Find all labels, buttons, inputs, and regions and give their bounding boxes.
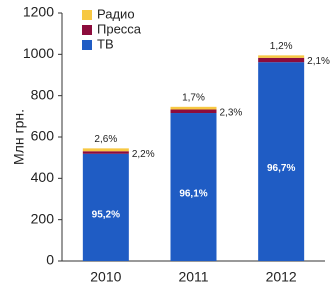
legend-label: Пресса — [97, 21, 142, 36]
y-tick-label: 600 — [31, 128, 55, 144]
legend-label: ТВ — [97, 36, 114, 51]
value-label: 2,3% — [220, 107, 243, 118]
bar-segment — [258, 62, 305, 261]
value-label: 2,6% — [94, 134, 117, 145]
legend-swatch — [82, 40, 92, 50]
y-tick-label: 1200 — [23, 4, 54, 20]
bar-segment — [82, 153, 129, 261]
x-tick-label: 2011 — [178, 269, 208, 285]
legend-swatch — [82, 25, 92, 35]
legend-label: Радио — [97, 6, 135, 21]
bar-segment — [82, 148, 129, 152]
value-label: 2,1% — [307, 56, 330, 67]
value-label: 1,7% — [182, 92, 205, 103]
bar-segment — [258, 55, 305, 58]
x-tick-label: 2012 — [266, 269, 297, 285]
legend-swatch — [82, 10, 92, 20]
y-tick-label: 200 — [31, 210, 55, 226]
y-tick-label: 0 — [46, 252, 54, 268]
bar-segment — [258, 57, 305, 63]
y-tick-label: 800 — [31, 86, 55, 102]
bar-segment — [170, 106, 217, 110]
x-tick-label: 2010 — [90, 269, 121, 285]
y-tick-label: 400 — [31, 169, 55, 185]
y-axis-label: Млн грн. — [11, 109, 27, 165]
value-label: 1,2% — [270, 41, 293, 52]
bar-segment — [170, 109, 217, 114]
value-label: 2,2% — [132, 149, 155, 160]
bar-segment — [170, 113, 217, 261]
value-label: 96,7% — [267, 163, 295, 174]
value-label: 95,2% — [92, 209, 120, 220]
y-tick-label: 1000 — [23, 45, 54, 61]
bar-segment — [82, 151, 129, 154]
value-label: 96,1% — [179, 189, 207, 200]
